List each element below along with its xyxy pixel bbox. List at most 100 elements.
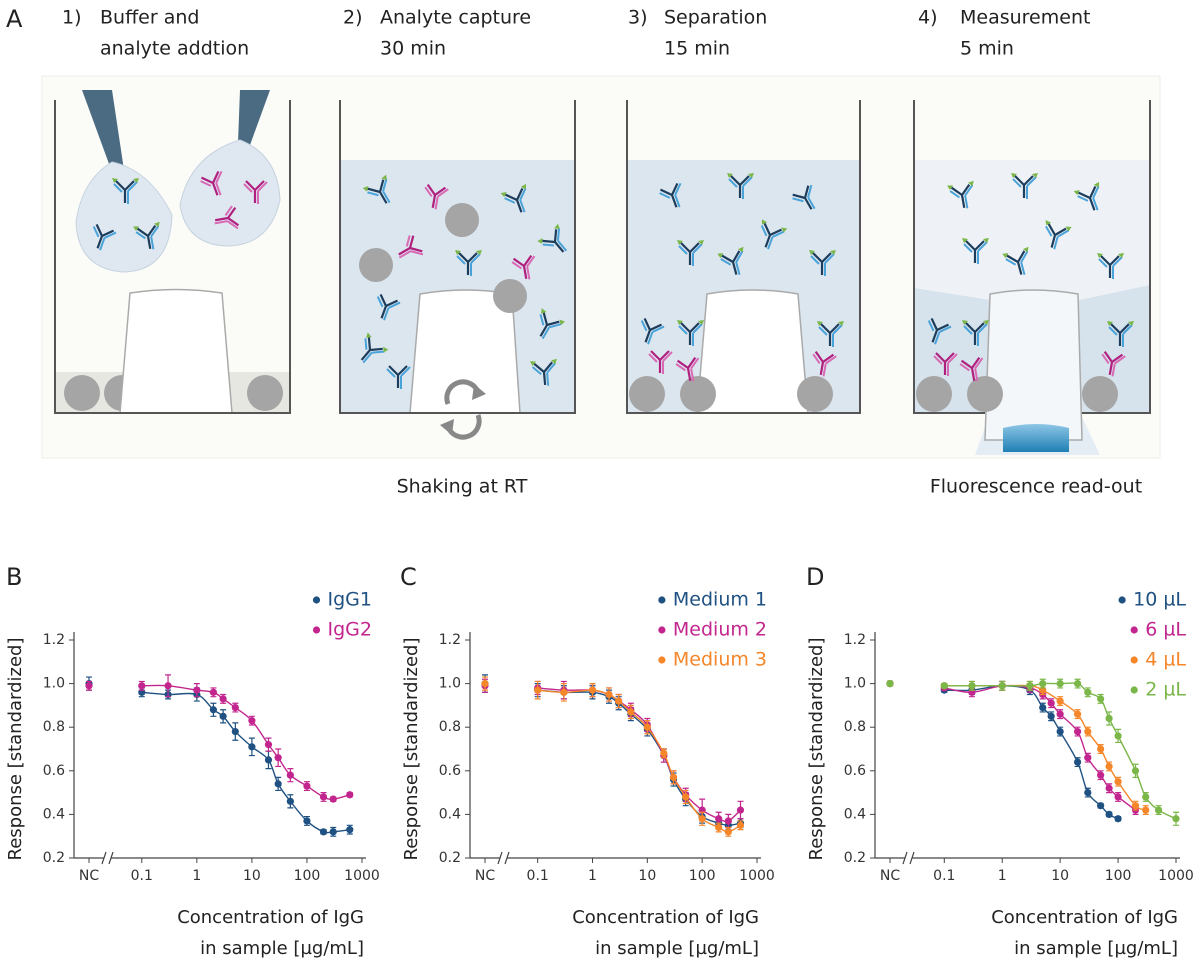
data-point (1155, 806, 1162, 813)
data-point (303, 782, 310, 789)
x-tick-label: 100 (1105, 868, 1132, 884)
fit-line (538, 688, 741, 822)
data-point (1084, 789, 1091, 796)
data-point (1084, 754, 1091, 761)
chart: D0.20.40.60.81.01.20.11101001000NCRespon… (806, 563, 1194, 959)
x-axis-label: Concentration of IgG (177, 907, 364, 928)
panel-a: A 1) Buffer and analyte addtion 2) Analy… (6, 5, 1160, 498)
data-point (615, 697, 622, 704)
data-point (725, 817, 732, 824)
data-point (968, 682, 975, 689)
legend-label: 4 µL (1145, 649, 1186, 671)
data-point (1172, 815, 1179, 822)
well-4-shape (967, 376, 1003, 412)
step-text: Measurement (960, 7, 1090, 29)
y-tick-label: 1.2 (439, 632, 461, 648)
step-text: 5 min (960, 38, 1014, 60)
panel-label: A (6, 5, 23, 33)
data-point (1132, 767, 1139, 774)
data-point (210, 689, 217, 696)
y-axis-label: Response [standardized] (401, 637, 422, 860)
well-4-shape (1082, 376, 1118, 412)
data-point (1039, 680, 1046, 687)
y-tick-label: 1.2 (844, 632, 866, 648)
x-axis-label: Concentration of IgG (991, 907, 1178, 928)
legend-marker (658, 656, 665, 663)
x-tick-label: 1000 (1158, 868, 1194, 884)
y-tick-label: 1.2 (43, 632, 65, 648)
fit-line (142, 692, 350, 832)
data-point (1105, 785, 1112, 792)
data-point (164, 682, 171, 689)
data-point (699, 815, 706, 822)
y-tick-label: 0.6 (844, 763, 866, 779)
y-tick-label: 0.8 (439, 719, 461, 735)
data-point (1048, 700, 1055, 707)
y-tick-label: 0.2 (439, 850, 461, 866)
y-tick-label: 0.4 (844, 806, 866, 822)
x-tick-label: 1000 (344, 868, 380, 884)
data-point (1074, 680, 1081, 687)
data-point (1039, 704, 1046, 711)
data-point (287, 798, 294, 805)
x-tick-label: 100 (294, 868, 321, 884)
data-point (725, 828, 732, 835)
well-4-shape (1003, 424, 1069, 452)
x-tick-label: 0.1 (527, 868, 549, 884)
x-tick-label: NC (475, 868, 495, 884)
x-tick-label: NC (880, 868, 900, 884)
data-point (232, 704, 239, 711)
fit-line (538, 690, 741, 832)
data-point (644, 724, 651, 731)
data-point (1105, 763, 1112, 770)
data-point (737, 822, 744, 829)
data-point (1074, 728, 1081, 735)
data-point (320, 828, 327, 835)
data-point (85, 682, 92, 689)
data-point (605, 691, 612, 698)
y-tick-label: 0.8 (43, 719, 65, 735)
data-point (1084, 689, 1091, 696)
data-point (1097, 772, 1104, 779)
data-point (1097, 802, 1104, 809)
step-text: Separation (664, 7, 767, 29)
legend-label: IgG2 (328, 619, 372, 641)
data-point (248, 717, 255, 724)
data-point (1114, 815, 1121, 822)
legend-marker (1119, 596, 1126, 603)
y-tick-label: 1.0 (439, 676, 461, 692)
data-point (1132, 802, 1139, 809)
step-text: 30 min (380, 38, 446, 60)
well-1-shape (247, 375, 283, 411)
y-tick-label: 0.6 (439, 763, 461, 779)
data-point (330, 796, 337, 803)
well-3-shape (797, 376, 833, 412)
well-1-shape (64, 375, 100, 411)
data-point (560, 689, 567, 696)
legend-marker (1131, 626, 1138, 633)
data-point (330, 828, 337, 835)
x-tick-label: 1 (192, 868, 201, 884)
x-tick-label: 1 (588, 868, 597, 884)
data-point (346, 826, 353, 833)
step-number: 4) (918, 7, 938, 29)
data-point (999, 682, 1006, 689)
well-2-shape (359, 248, 393, 282)
x-tick-label: 10 (243, 868, 261, 884)
data-point (715, 824, 722, 831)
x-tick-label: 10 (638, 868, 656, 884)
data-point (1057, 711, 1064, 718)
data-point (1097, 745, 1104, 752)
data-point (1074, 711, 1081, 718)
legend-marker (658, 596, 665, 603)
x-tick-label: 1 (998, 868, 1007, 884)
panel-label: D (806, 563, 824, 591)
legend-label: Medium 2 (673, 619, 767, 641)
data-point (1105, 715, 1112, 722)
legend-label: Medium 1 (673, 589, 767, 611)
y-tick-label: 1.0 (43, 676, 65, 692)
legend-label: 2 µL (1145, 679, 1186, 701)
chart: C0.20.40.60.81.01.20.11101001000NCRespon… (400, 563, 775, 959)
fit-line (944, 685, 1145, 810)
